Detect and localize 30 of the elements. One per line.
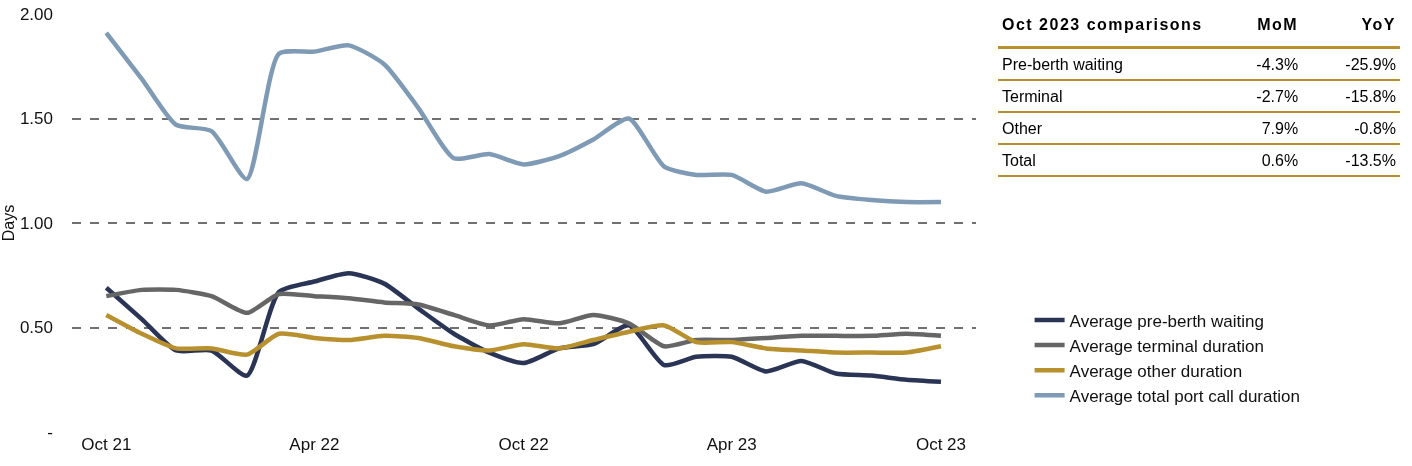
text: -4.3% bbox=[1256, 56, 1299, 73]
x-tick-label: Apr 23 bbox=[706, 435, 757, 454]
legend-label: Average total port call duration bbox=[1069, 386, 1300, 406]
y-tick-label: - bbox=[47, 422, 53, 442]
category-label: Total bbox=[1002, 152, 1036, 169]
text: -2.7% bbox=[1256, 88, 1299, 105]
category-label: MoM bbox=[1219, 14, 1303, 48]
y-tick-label: 2.00 bbox=[19, 4, 53, 24]
text: -25.9% bbox=[1345, 56, 1396, 73]
category-label: Terminal bbox=[1002, 88, 1063, 105]
y-tick-label: 0.50 bbox=[19, 318, 53, 338]
legend-label: Average pre-berth waiting bbox=[1069, 311, 1264, 331]
text: Oct 2023 comparisons bbox=[998, 14, 1220, 48]
text: 7.9% bbox=[1261, 120, 1299, 137]
y-tick-label: 1.00 bbox=[19, 213, 53, 233]
x-tick-label: Oct 22 bbox=[498, 435, 549, 454]
category-label: YoY bbox=[1302, 14, 1400, 48]
legend-label: Average other duration bbox=[1069, 361, 1243, 381]
y-tick-label: 1.50 bbox=[19, 109, 53, 129]
text: -13.5% bbox=[1345, 152, 1396, 169]
category-label: Pre-berth waiting bbox=[1002, 56, 1123, 73]
y-axis-title: Days bbox=[0, 204, 17, 242]
text: 0.6% bbox=[1261, 152, 1299, 169]
x-tick-label: Apr 22 bbox=[289, 435, 340, 454]
text: -0.8% bbox=[1354, 120, 1396, 137]
text: -15.8% bbox=[1345, 88, 1396, 105]
legend-label: Average terminal duration bbox=[1069, 336, 1264, 356]
category-label: Other bbox=[1002, 120, 1043, 137]
x-tick-label: Oct 23 bbox=[915, 435, 967, 454]
x-tick-label: Oct 21 bbox=[81, 435, 132, 454]
